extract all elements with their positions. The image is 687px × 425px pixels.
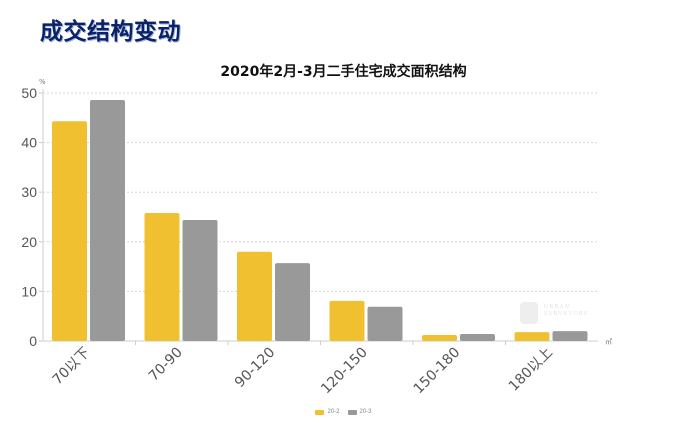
bar-20-3[interactable]: 20-3 90-120: 15.7%	[275, 263, 310, 341]
page-title: 成交结构变动	[40, 19, 181, 45]
x-category-label: 150-180	[411, 345, 464, 398]
bar-20-2[interactable]: 20-2 120-150: 8.1%	[329, 300, 365, 341]
logo-icon	[520, 302, 538, 324]
watermark-text: URBAN SURVEYORS	[544, 304, 589, 317]
x-unit-label: ㎡	[605, 338, 612, 346]
x-category-label: 120-150	[318, 345, 371, 398]
watermark-logo: URBAN SURVEYORS	[520, 298, 610, 338]
legend-label: 20-2	[327, 409, 340, 415]
x-category-label: 70-90	[146, 345, 186, 385]
legend-swatch-icon	[347, 409, 357, 415]
bar-20-2[interactable]: 20-2 150-180: 1.2%	[422, 335, 457, 341]
bar-20-2[interactable]: 20-2 180以上: 1.8%	[514, 332, 550, 341]
legend-item-20-3[interactable]: 20-3	[347, 409, 372, 415]
bar-20-2[interactable]: 20-2 70-90: 25.8%	[144, 213, 180, 341]
legend-label: 20-3	[359, 409, 372, 415]
bar-20-2[interactable]: 20-2 90-120: 18%	[237, 251, 272, 341]
x-category-label: 90-120	[232, 345, 278, 391]
legend-swatch-icon	[315, 409, 325, 415]
bar-20-3[interactable]: 20-3 120-150: 6.9%	[367, 306, 403, 341]
y-tick-label: 20	[21, 234, 37, 250]
bar-20-2[interactable]: 20-2 70以下: 44.3%	[52, 121, 87, 341]
chart-title: 2020年2月-3月二手住宅成交面积结构	[220, 64, 467, 80]
bar-20-3[interactable]: 20-3 70-90: 24.4%	[182, 219, 218, 341]
bar-20-3[interactable]: 20-3 180以上: 2%	[552, 331, 588, 341]
y-tick-label: 50	[21, 85, 37, 101]
y-tick-label: 10	[21, 283, 37, 299]
chart-legend: 20-2 20-3	[0, 409, 687, 415]
y-tick-label: 0	[29, 333, 37, 349]
bar-20-3[interactable]: 20-3 150-180: 1.4%	[460, 334, 495, 341]
x-category-label: 70以下	[50, 345, 94, 389]
bar-20-3[interactable]: 20-3 70以下: 48.6%	[90, 99, 125, 341]
y-tick-label: 30	[21, 184, 37, 200]
legend-item-20-2[interactable]: 20-2	[315, 409, 340, 415]
x-category-label: 180以上	[506, 345, 556, 395]
y-tick-label: 40	[21, 135, 37, 151]
y-unit-label: %	[39, 78, 46, 86]
